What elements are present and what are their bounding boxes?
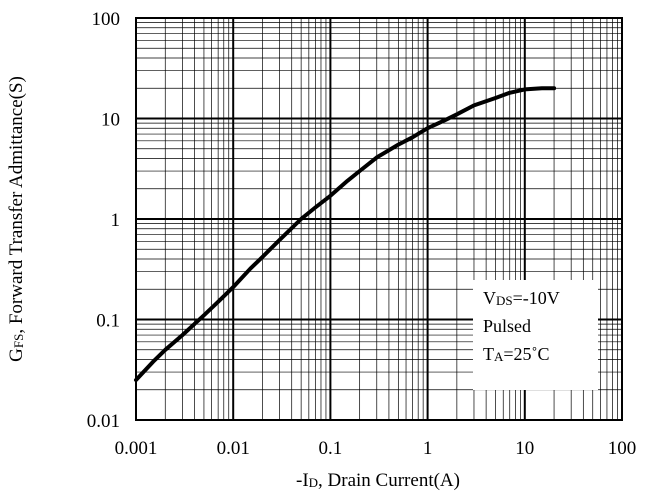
annotation-ta: TA=25˚C <box>483 344 550 364</box>
y-tick-label: 0.01 <box>87 411 120 432</box>
y-tick-label: 0.1 <box>96 311 120 332</box>
x-tick-labels: 0.001 0.01 0.1 1 10 100 <box>115 438 637 459</box>
annotation-box <box>473 280 598 390</box>
x-tick-label: 0.01 <box>217 438 250 459</box>
y-tick-labels: 100 10 1 0.1 0.01 <box>87 9 120 432</box>
x-tick-label: 1 <box>423 438 433 459</box>
y-tick-label: 1 <box>111 210 121 231</box>
y-axis-label: GFS, Forward Transfer Admittance(S) <box>6 76 27 362</box>
x-tick-label: 10 <box>515 438 534 459</box>
x-tick-label: 0.1 <box>319 438 343 459</box>
x-tick-label: 100 <box>608 438 637 459</box>
annotation-vds: VDS=-10V <box>483 288 560 308</box>
plot-frame <box>135 17 623 421</box>
annotation-pulsed: Pulsed <box>483 316 531 336</box>
series-line <box>134 86 557 382</box>
y-tick-label: 10 <box>101 110 120 131</box>
x-tick-label: 0.001 <box>115 438 158 459</box>
x-axis-label: -ID, Drain Current(A) <box>296 470 460 491</box>
y-tick-label: 100 <box>92 9 121 30</box>
